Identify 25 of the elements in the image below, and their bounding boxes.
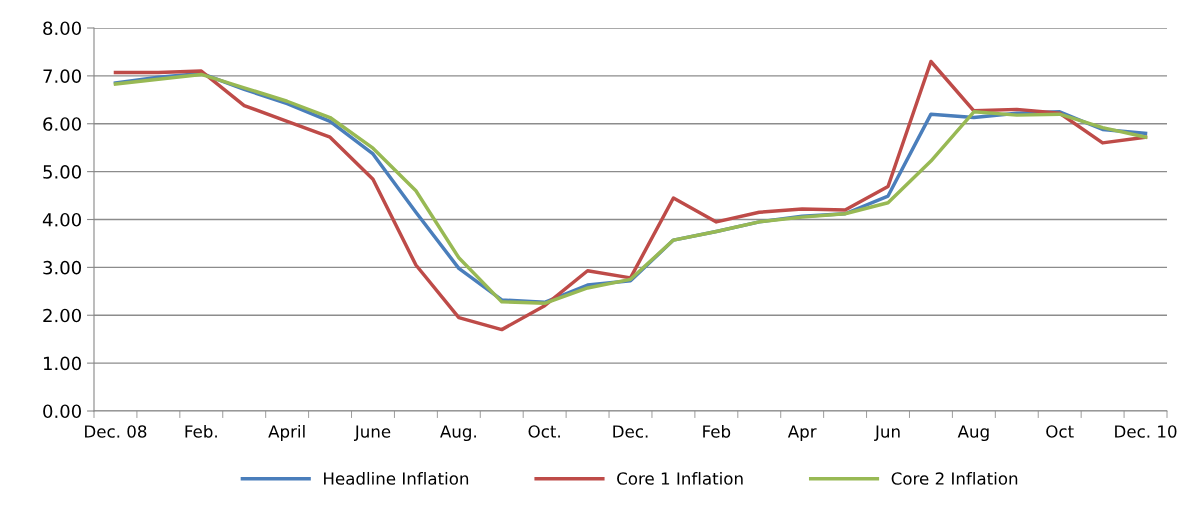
y-tick-label: 7.00 bbox=[43, 69, 81, 83]
x-tick-label: Dec. bbox=[613, 425, 648, 438]
y-tick-label: 6.00 bbox=[43, 117, 81, 131]
y-tick-label: 5.00 bbox=[43, 165, 81, 179]
x-tick-label: Aug bbox=[957, 425, 989, 442]
y-tick-label: 1.00 bbox=[43, 356, 81, 371]
x-tick-label: Aug. bbox=[440, 425, 476, 442]
x-tick-label: Feb bbox=[703, 424, 731, 438]
y-tick-label: 8.00 bbox=[43, 21, 81, 36]
x-tick-label: April bbox=[268, 424, 305, 442]
y-tick-label: 0.00 bbox=[43, 404, 81, 419]
x-tick-label: Dec. 10 bbox=[1115, 425, 1177, 438]
y-tick-label: 2.00 bbox=[43, 308, 81, 323]
x-tick-label: Jun bbox=[874, 425, 900, 441]
y-tick-label: 3.00 bbox=[43, 260, 81, 275]
legend-label: Core 2 Inflation bbox=[891, 471, 1018, 485]
x-tick-label: Dec. 08 bbox=[85, 425, 147, 438]
x-tick-label: Apr bbox=[787, 425, 817, 442]
y-tick-label: 4.00 bbox=[42, 212, 81, 227]
x-tick-label: Oct bbox=[1046, 425, 1074, 438]
legend-label: Core 1 Inflation bbox=[617, 471, 743, 485]
x-tick-label: June bbox=[353, 425, 391, 441]
x-tick-label: Feb. bbox=[185, 424, 217, 438]
x-tick-label: Oct. bbox=[528, 425, 560, 438]
legend-label: Headline Inflation bbox=[324, 471, 469, 485]
